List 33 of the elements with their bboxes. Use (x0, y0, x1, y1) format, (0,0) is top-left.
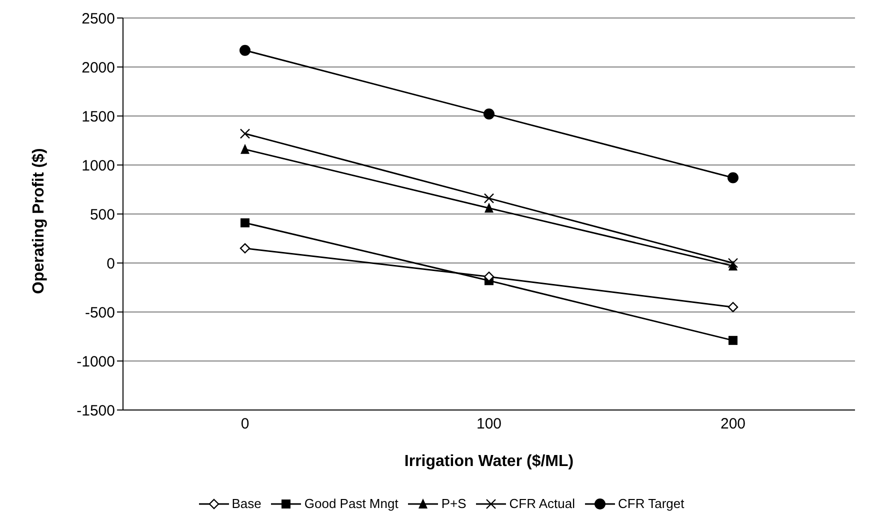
point (484, 108, 494, 120)
x-tick-label: 200 (720, 416, 746, 433)
y-tick-label: 2500 (82, 10, 115, 28)
y-tick-label: 0 (106, 255, 115, 272)
y-tick-label: -1000 (76, 353, 115, 370)
x-tick-label: 0 (240, 416, 250, 433)
legend-label: Base (232, 496, 262, 511)
legend-label: Good Past Mngt (304, 496, 398, 511)
legend-label: CFR Actual (509, 496, 576, 511)
point (240, 44, 250, 56)
point (728, 302, 738, 312)
y-tick-label: 500 (90, 206, 115, 224)
point (240, 128, 250, 139)
point (484, 202, 494, 213)
legend-label: P+S (441, 496, 466, 511)
point (484, 272, 494, 282)
x-tick-label: 100 (476, 416, 502, 433)
y-tick-label: 2000 (82, 59, 115, 76)
y-axis-title: Operating Profit ($) (30, 148, 48, 294)
x-axis-title: Irrigation Water ($/ML) (404, 453, 574, 470)
legend-label: CFR Target (618, 496, 684, 511)
point (240, 243, 250, 254)
point (240, 218, 250, 228)
y-tick-label: 1500 (82, 108, 115, 126)
y-tick-label: -1500 (76, 402, 115, 420)
y-tick-label: 1000 (82, 157, 115, 174)
point (728, 172, 738, 184)
y-tick-label: -500 (84, 304, 115, 322)
point (240, 144, 250, 154)
point (484, 193, 494, 204)
point (728, 258, 738, 268)
point (728, 336, 738, 345)
point (728, 260, 738, 270)
